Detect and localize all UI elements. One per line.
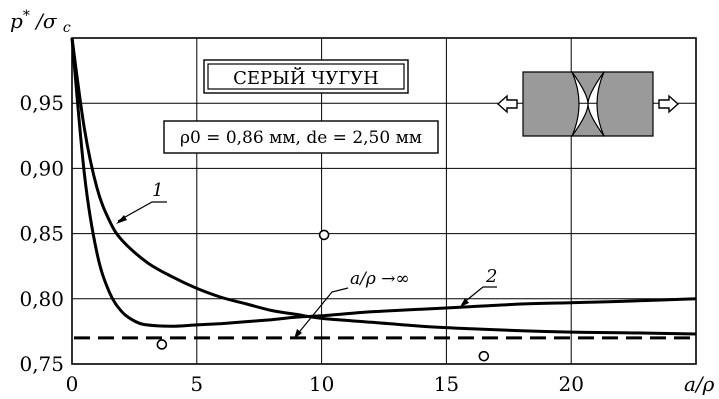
x-tick-label: 0 (66, 372, 79, 396)
asymptote-arrowhead (294, 329, 302, 339)
series-1-line (70, 37, 697, 336)
x-axis-label: a/ρ (684, 372, 715, 396)
series-2-label: 2 (485, 266, 497, 287)
material-box-outer (203, 59, 409, 94)
series-1-label: 1 (152, 180, 163, 201)
left-arrow-icon (496, 94, 518, 114)
y-tick-label: 0,80 (19, 287, 64, 311)
leader-lines (117, 201, 497, 337)
material-label: СЕРЫЙ ЧУГУН (233, 66, 379, 89)
specimen-diagram (496, 71, 680, 137)
y-tick-label: 0,85 (19, 222, 64, 246)
experimental-point (318, 229, 330, 241)
material-box-inner (207, 63, 405, 90)
params-label: ρ0 = 0,86 мм, de = 2,50 мм (180, 128, 422, 148)
experimental-point (156, 339, 168, 350)
series-2-leader (461, 286, 497, 305)
y-tick-label: 0,90 (19, 156, 64, 180)
series-2-line (70, 37, 697, 328)
specimen-neck (570, 71, 606, 137)
x-tick-label: 20 (558, 372, 583, 396)
x-tick-label: 5 (190, 372, 203, 396)
experimental-points (156, 229, 490, 362)
series-group (70, 37, 697, 336)
tick-labels: 0 5 10 15 20 0,75 0,80 0,85 0,90 0,95 (19, 91, 583, 396)
experimental-point (478, 350, 490, 362)
series-1-arrowhead (116, 215, 127, 224)
y-tick-label: 0,95 (19, 91, 64, 115)
x-tick-label: 10 (309, 372, 334, 396)
params-box (163, 120, 439, 154)
plot-frame (71, 37, 697, 365)
y-axis-label: p* /σ c (10, 8, 71, 36)
asymptote-leader (295, 287, 349, 337)
right-arrow-icon (658, 94, 680, 114)
series-2-arrowhead (460, 298, 469, 307)
x-tick-label: 15 (434, 372, 459, 396)
asymptote-label: a/ρ →∞ (350, 269, 410, 289)
specimen-body (522, 71, 580, 137)
y-tick-label: 0,75 (19, 352, 64, 376)
series-1-leader (117, 201, 167, 222)
